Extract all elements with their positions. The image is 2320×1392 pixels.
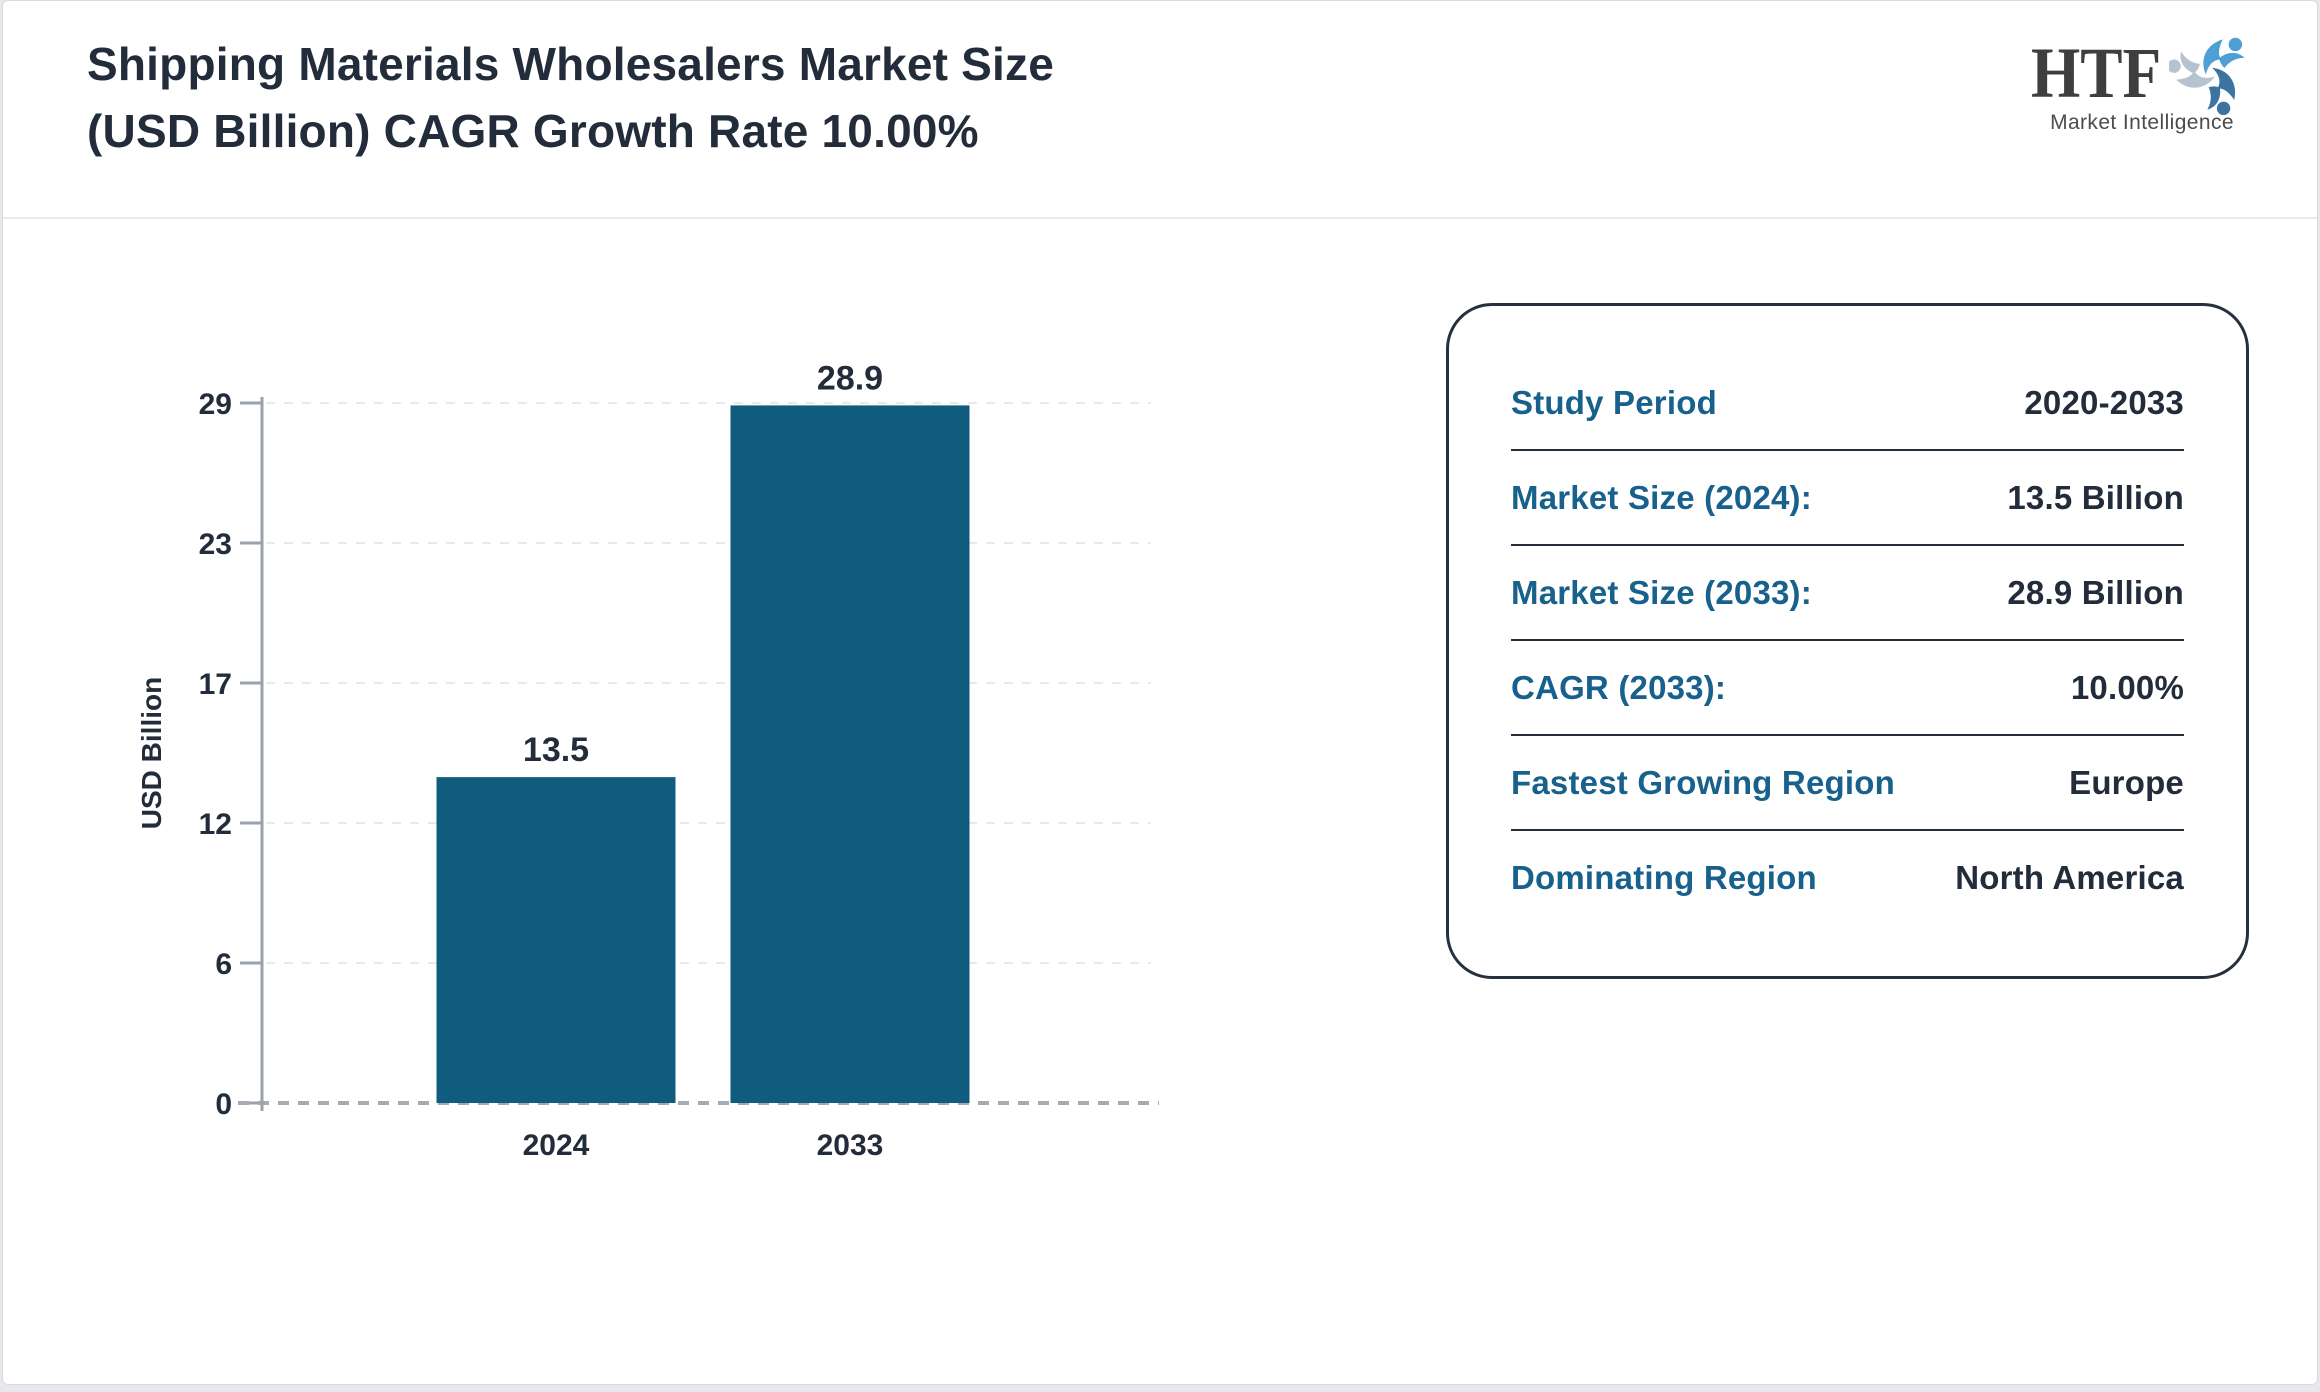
summary-row-value: 2020-2033 bbox=[2024, 383, 2184, 421]
page-title: Shipping Materials Wholesalers Market Si… bbox=[87, 38, 1055, 157]
htf-logo-swirl-icon bbox=[2169, 37, 2246, 115]
summary-row-value: 28.9 Billion bbox=[2007, 573, 2184, 611]
chart-y-tick-label: 0 bbox=[215, 1088, 232, 1121]
htf-logo-text: HTF bbox=[2031, 33, 2162, 113]
htf-logo: HTF Market Intelligence bbox=[2031, 31, 2246, 135]
bar-chart: 0 6 12 17 23 29 USD Billion 13.5 2024 28.9 2033 bbox=[136, 359, 1159, 1162]
header: Shipping Materials Wholesalers Market Si… bbox=[3, 1, 2317, 219]
summary-row-market-size-2024: Market Size (2024): 13.5 Billion bbox=[1511, 451, 2184, 546]
chart-y-tick-label: 17 bbox=[199, 668, 232, 701]
summary-row-value: 13.5 Billion bbox=[2007, 478, 2184, 516]
summary-row-cagr: CAGR (2033): 10.00% bbox=[1511, 641, 2184, 736]
chart-bar-value-label: 13.5 bbox=[523, 731, 589, 769]
summary-row-label: Study Period bbox=[1511, 383, 1717, 421]
chart-y-tick-label: 29 bbox=[199, 388, 232, 421]
summary-row-fastest-growing-region: Fastest Growing Region Europe bbox=[1511, 736, 2184, 831]
market-summary-card: Study Period 2020-2033 Market Size (2024… bbox=[1446, 303, 2249, 979]
summary-row-value: North America bbox=[1955, 858, 2184, 896]
summary-row-market-size-2033: Market Size (2033): 28.9 Billion bbox=[1511, 546, 2184, 641]
htf-logo-row: HTF bbox=[2031, 31, 2253, 115]
chart-bar bbox=[436, 777, 676, 1103]
summary-row-value: 10.00% bbox=[2070, 668, 2184, 706]
htf-logo-subtext: Market Intelligence bbox=[2050, 111, 2234, 134]
chart-bar-value-label: 28.9 bbox=[817, 359, 883, 397]
summary-row-label: Market Size (2033): bbox=[1511, 573, 1812, 611]
summary-row-label: Market Size (2024): bbox=[1511, 478, 1812, 516]
summary-row-label: Fastest Growing Region bbox=[1511, 763, 1895, 801]
chart-y-tick-label: 6 bbox=[215, 948, 232, 981]
chart-bar bbox=[730, 405, 970, 1103]
chart-x-tick-label: 2024 bbox=[523, 1129, 590, 1162]
chart-y-tick-label: 12 bbox=[199, 808, 232, 841]
summary-row-dominating-region: Dominating Region North America bbox=[1511, 831, 2184, 924]
chart-x-tick-label: 2033 bbox=[817, 1129, 884, 1162]
summary-row-label: Dominating Region bbox=[1511, 858, 1817, 896]
chart-y-tick-label: 23 bbox=[199, 528, 232, 561]
summary-row-value: Europe bbox=[2069, 763, 2184, 801]
chart-y-axis-title: USD Billion bbox=[136, 677, 167, 829]
summary-row-label: CAGR (2033): bbox=[1511, 668, 1727, 706]
summary-row-study-period: Study Period 2020-2033 bbox=[1511, 356, 2184, 451]
